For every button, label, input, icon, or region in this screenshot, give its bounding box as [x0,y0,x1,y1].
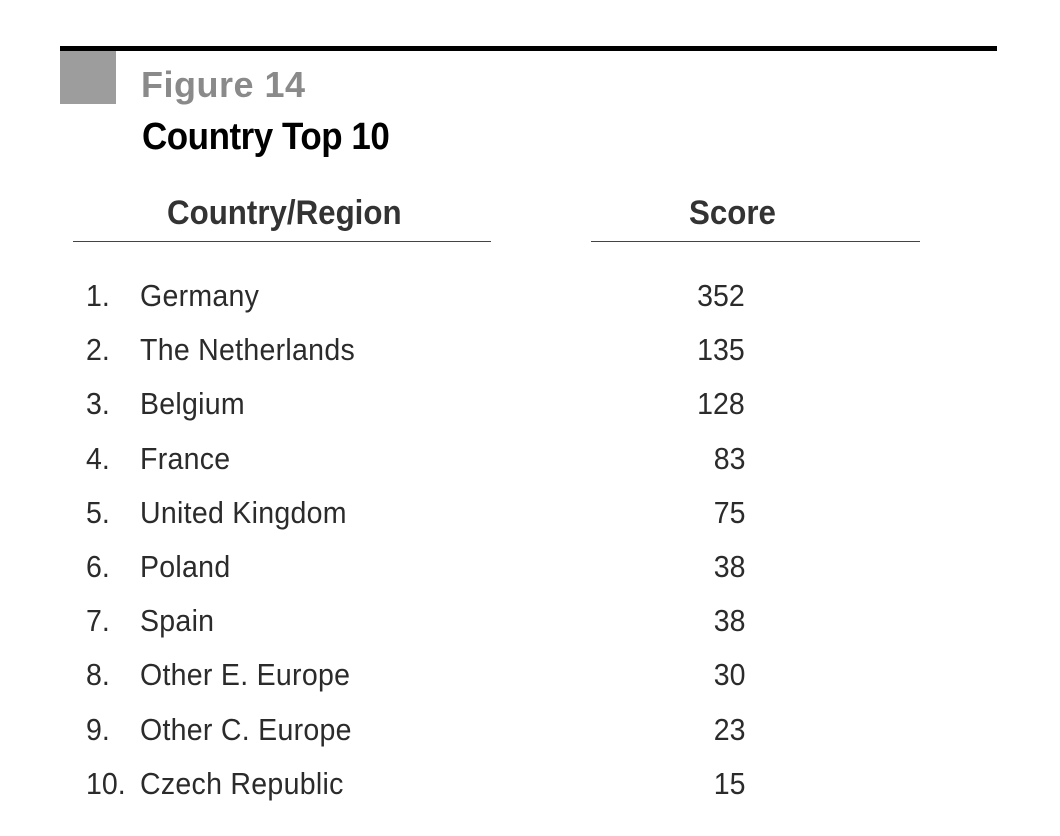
country-name: United Kingdom [140,495,347,530]
score-value: 75 [713,495,745,530]
table-row: 2. The Netherlands 135 [0,332,1060,386]
rank-number: 3. [86,386,110,421]
score-value: 38 [713,603,745,638]
rank-number: 4. [86,441,110,476]
table-row: 9. Other C. Europe 23 [0,712,1060,766]
figure-title: Country Top 10 [142,116,390,158]
table-row: 7. Spain 38 [0,603,1060,657]
score-value: 352 [697,278,745,313]
table-row: 10. Czech Republic 15 [0,766,1060,820]
score-value: 38 [713,549,745,584]
figure-number: Figure 14 [141,64,306,105]
table-row: 8. Other E. Europe 30 [0,657,1060,711]
score-value: 83 [713,441,745,476]
table-row: 3. Belgium 128 [0,386,1060,440]
score-header-rule [591,241,920,242]
rank-number: 6. [86,549,110,584]
country-name: Spain [140,603,215,638]
country-name: Other C. Europe [140,712,352,747]
rank-number: 2. [86,332,110,367]
country-name: Germany [140,278,260,313]
rank-number: 8. [86,657,110,692]
score-value: 30 [713,657,745,692]
country-name: Czech Republic [140,766,344,801]
score-value: 23 [713,712,745,747]
score-value: 135 [697,332,745,367]
country-name: France [140,441,231,476]
rank-number: 10. [86,766,126,801]
table-row: 1. Germany 352 [0,278,1060,332]
table-row: 5. United Kingdom 75 [0,495,1060,549]
country-name: Poland [140,549,231,584]
rank-number: 5. [86,495,110,530]
column-header-country: Country/Region [167,194,402,232]
rank-number: 7. [86,603,110,638]
country-header-rule [73,241,491,242]
figure-corner-block [60,51,116,104]
table-row: 4. France 83 [0,441,1060,495]
score-value: 128 [697,386,745,421]
country-name: Other E. Europe [140,657,351,692]
table-row: 6. Poland 38 [0,549,1060,603]
country-name: Belgium [140,386,245,421]
country-name: The Netherlands [140,332,355,367]
top-rule [60,46,997,51]
score-value: 15 [713,766,745,801]
column-header-score: Score [689,194,776,232]
rank-number: 9. [86,712,110,747]
rank-number: 1. [86,278,110,313]
